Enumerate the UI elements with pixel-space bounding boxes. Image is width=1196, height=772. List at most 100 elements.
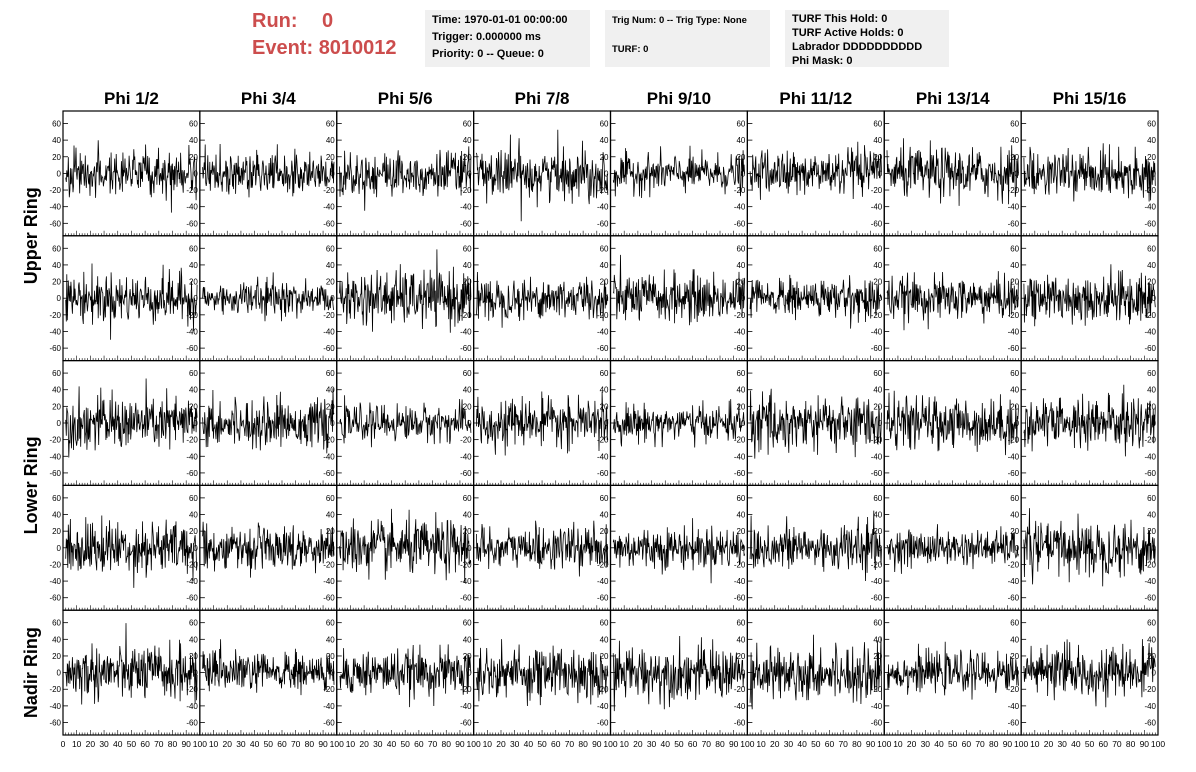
y-tick-label: 20 <box>1010 402 1019 411</box>
x-tick-label: 60 <box>688 739 698 749</box>
y-tick-label: -40 <box>1144 702 1156 711</box>
y-tick-label: -40 <box>460 452 472 461</box>
x-tick-label: 10 <box>893 739 903 749</box>
y-tick-label: 60 <box>1010 494 1019 503</box>
x-tick-label: 90 <box>455 739 465 749</box>
x-tick-label: 20 <box>907 739 917 749</box>
y-tick-label: -40 <box>49 203 61 212</box>
y-tick-label: -40 <box>734 327 746 336</box>
y-tick-label: -60 <box>871 719 883 728</box>
y-tick-label: 40 <box>1147 511 1156 520</box>
y-tick-label: 0 <box>878 294 883 303</box>
event-value: 8010012 <box>318 37 397 59</box>
y-tick-label: 40 <box>736 386 745 395</box>
waveform-trace <box>749 274 882 329</box>
y-tick-label: 20 <box>326 278 335 287</box>
y-tick-label: -20 <box>460 685 472 694</box>
y-tick-label: -60 <box>323 719 335 728</box>
x-tick-label: 80 <box>1126 739 1136 749</box>
turf-text: TURF: 0 <box>612 44 649 55</box>
y-tick-label: -20 <box>597 436 609 445</box>
y-tick-label: -20 <box>1008 311 1020 320</box>
x-tick-label: 30 <box>784 739 794 749</box>
x-tick-label: 40 <box>797 739 807 749</box>
y-tick-label: 40 <box>189 136 198 145</box>
y-tick-label: -60 <box>1008 719 1020 728</box>
y-tick-label: -40 <box>323 452 335 461</box>
y-tick-label: -60 <box>49 344 61 353</box>
waveform-trace <box>1023 384 1156 457</box>
y-tick-label: 20 <box>600 153 609 162</box>
x-tick-label: 80 <box>168 739 178 749</box>
y-tick-label: -60 <box>323 219 335 228</box>
y-tick-label: -40 <box>1144 577 1156 586</box>
waveform-trace <box>65 140 198 213</box>
plot-frame <box>336 110 475 237</box>
y-tick-label: 60 <box>189 619 198 628</box>
column-header: Phi 7/8 <box>515 89 570 108</box>
y-tick-label: -40 <box>1008 327 1020 336</box>
y-tick-label: 20 <box>52 527 61 536</box>
y-tick-label: 40 <box>1010 386 1019 395</box>
y-tick-label: -40 <box>1008 702 1020 711</box>
run-label: Run: <box>252 10 298 32</box>
y-tick-label: 20 <box>1010 652 1019 661</box>
waveform-trace <box>202 388 335 454</box>
y-tick-label: 0 <box>604 294 609 303</box>
y-tick-label: -60 <box>871 594 883 603</box>
y-tick-label: 20 <box>189 527 198 536</box>
y-tick-label: -20 <box>49 560 61 569</box>
y-tick-label: 60 <box>52 244 61 253</box>
y-tick-label: 40 <box>873 635 882 644</box>
y-tick-label: -40 <box>323 702 335 711</box>
y-tick-label: -20 <box>460 311 472 320</box>
column-header: Phi 9/10 <box>647 89 711 108</box>
y-tick-label: -40 <box>323 203 335 212</box>
waveform-trace <box>749 634 882 710</box>
waveform-trace <box>65 623 198 705</box>
plot-frame <box>609 360 748 487</box>
y-tick-label: -60 <box>49 469 61 478</box>
y-tick-label: 40 <box>189 511 198 520</box>
x-tick-label: 10 <box>483 739 493 749</box>
y-tick-label: 60 <box>736 494 745 503</box>
y-tick-label: -60 <box>1144 719 1156 728</box>
y-tick-label: -60 <box>871 219 883 228</box>
y-tick-label: -60 <box>186 219 198 228</box>
x-tick-label: 70 <box>428 739 438 749</box>
y-tick-label: -20 <box>734 436 746 445</box>
y-tick-label: 40 <box>600 261 609 270</box>
y-tick-label: 40 <box>326 635 335 644</box>
y-tick-label: 20 <box>873 527 882 536</box>
y-tick-label: -20 <box>186 311 198 320</box>
x-tick-label: 30 <box>373 739 383 749</box>
y-tick-label: 60 <box>1010 244 1019 253</box>
y-tick-label: 20 <box>1010 278 1019 287</box>
y-tick-label: 0 <box>193 169 198 178</box>
y-tick-label: -20 <box>1144 685 1156 694</box>
y-tick-label: 40 <box>873 261 882 270</box>
column-header: Phi 15/16 <box>1053 89 1127 108</box>
y-tick-label: -40 <box>186 327 198 336</box>
trig-info-box: Trig Num: 0 -- Trig Type: None TURF: 0 <box>605 10 770 67</box>
x-tick-label: 20 <box>770 739 780 749</box>
y-tick-label: 40 <box>873 386 882 395</box>
x-tick-label: 30 <box>1057 739 1067 749</box>
y-tick-label: 40 <box>463 386 472 395</box>
x-tick-label: 80 <box>852 739 862 749</box>
x-tick-label: 20 <box>496 739 506 749</box>
x-tick-label: 10 <box>346 739 356 749</box>
y-tick-label: 40 <box>1010 511 1019 520</box>
y-tick-label: -40 <box>871 577 883 586</box>
y-tick-label: -40 <box>597 577 609 586</box>
x-tick-label: 70 <box>975 739 985 749</box>
x-tick-label: 100 <box>1151 739 1165 749</box>
y-tick-label: -20 <box>323 560 335 569</box>
phi-mask-text: Phi Mask: 0 <box>792 55 853 67</box>
y-tick-label: -60 <box>597 719 609 728</box>
x-tick-label: 50 <box>948 739 958 749</box>
x-tick-label: 40 <box>661 739 671 749</box>
waveform-trace <box>476 129 609 222</box>
x-tick-label: 60 <box>277 739 287 749</box>
y-tick-label: -20 <box>734 311 746 320</box>
